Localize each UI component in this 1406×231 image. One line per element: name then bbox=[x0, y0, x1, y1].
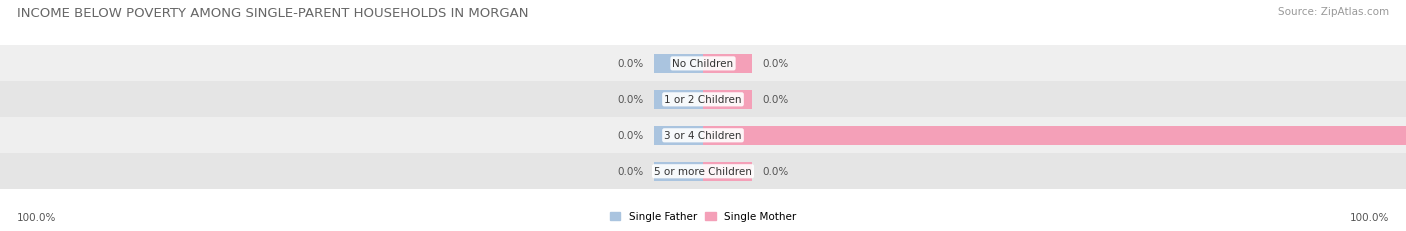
Text: 100.0%: 100.0% bbox=[17, 212, 56, 222]
Bar bbox=[654, 126, 703, 145]
Bar bbox=[654, 162, 703, 181]
Bar bbox=[703, 162, 752, 181]
Text: 0.0%: 0.0% bbox=[617, 59, 644, 69]
Bar bbox=[654, 55, 703, 73]
Text: 0.0%: 0.0% bbox=[762, 167, 789, 176]
Text: 0.0%: 0.0% bbox=[617, 131, 644, 141]
Text: 5 or more Children: 5 or more Children bbox=[654, 167, 752, 176]
Bar bbox=[0, 154, 1406, 189]
Text: 100.0%: 100.0% bbox=[1350, 212, 1389, 222]
Bar bbox=[703, 126, 1406, 145]
Text: 1 or 2 Children: 1 or 2 Children bbox=[664, 95, 742, 105]
Text: INCOME BELOW POVERTY AMONG SINGLE-PARENT HOUSEHOLDS IN MORGAN: INCOME BELOW POVERTY AMONG SINGLE-PARENT… bbox=[17, 7, 529, 20]
Text: 0.0%: 0.0% bbox=[617, 95, 644, 105]
Bar bbox=[654, 91, 703, 109]
Bar bbox=[0, 46, 1406, 82]
Text: 0.0%: 0.0% bbox=[762, 59, 789, 69]
Text: 0.0%: 0.0% bbox=[617, 167, 644, 176]
Text: 3 or 4 Children: 3 or 4 Children bbox=[664, 131, 742, 141]
Text: 0.0%: 0.0% bbox=[762, 95, 789, 105]
Text: Source: ZipAtlas.com: Source: ZipAtlas.com bbox=[1278, 7, 1389, 17]
Legend: Single Father, Single Mother: Single Father, Single Mother bbox=[610, 211, 796, 221]
Text: No Children: No Children bbox=[672, 59, 734, 69]
Bar bbox=[0, 118, 1406, 154]
Bar bbox=[703, 91, 752, 109]
Bar bbox=[0, 82, 1406, 118]
Bar bbox=[703, 55, 752, 73]
